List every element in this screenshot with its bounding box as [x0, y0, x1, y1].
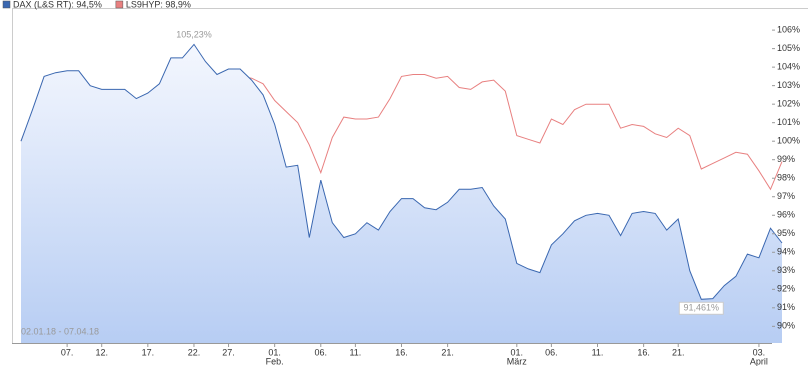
x-tick-label: 06.	[315, 347, 328, 357]
y-tick-label: 106%	[777, 24, 800, 34]
x-tick-label: 21.	[441, 347, 454, 357]
x-tick-label: 16.	[637, 347, 650, 357]
legend-swatch	[115, 0, 124, 9]
area	[21, 44, 782, 344]
line	[20, 43, 783, 300]
legend-label: LS9HYP: 98,9%	[126, 0, 191, 9]
x-tick-label: 11.	[592, 347, 604, 357]
y-tick-label: 105%	[777, 43, 800, 53]
x-tick-label: 06.	[545, 347, 558, 357]
y-tick-label: 97%	[777, 191, 795, 201]
x-tick-label: 12.	[95, 347, 108, 357]
y-tick-label: 100%	[777, 136, 800, 146]
y-tick-label: 94%	[777, 247, 795, 257]
y-tick-label: 90%	[777, 321, 795, 331]
x-month-label: April	[750, 356, 768, 366]
x-tick-label: 22.	[188, 347, 201, 357]
x-tick-label: 01.	[511, 347, 524, 357]
x-tick-label: 17.	[142, 347, 155, 357]
y-tick-label: 99%	[777, 154, 795, 164]
x-month-label: März	[507, 356, 527, 366]
y-tick-label: 98%	[777, 173, 795, 183]
y-tick-label: 95%	[777, 228, 795, 238]
value-label: 91,461%	[684, 303, 720, 313]
y-tick-label: 101%	[777, 117, 800, 127]
y-tick-label: 103%	[777, 80, 800, 90]
x-month-label: Feb.	[266, 356, 284, 366]
x-tick-label: 03.	[753, 347, 766, 357]
y-tick-label: 92%	[777, 284, 795, 294]
y-tick-label: 102%	[777, 99, 800, 109]
x-tick-label: 16.	[395, 347, 408, 357]
value-label-box	[678, 301, 724, 315]
legend-swatch	[2, 0, 11, 9]
x-tick-label: 21.	[672, 347, 685, 357]
x-tick-label: 01.	[268, 347, 281, 357]
y-tick-label: 93%	[777, 265, 795, 275]
y-tick-label: 104%	[777, 62, 800, 72]
x-tick-label: 11.	[349, 347, 361, 357]
x-tick-label: 27.	[222, 347, 235, 357]
y-tick-label: 91%	[777, 302, 795, 312]
y-tick-label: 96%	[777, 210, 795, 220]
value-label: 105,23%	[176, 30, 212, 40]
plot	[20, 43, 783, 344]
legend-label: DAX (L&S RT): 94,5%	[13, 0, 102, 9]
range-label: 02.01.18 - 07.04.18	[21, 326, 99, 336]
x-tick-label: 07.	[61, 347, 74, 357]
